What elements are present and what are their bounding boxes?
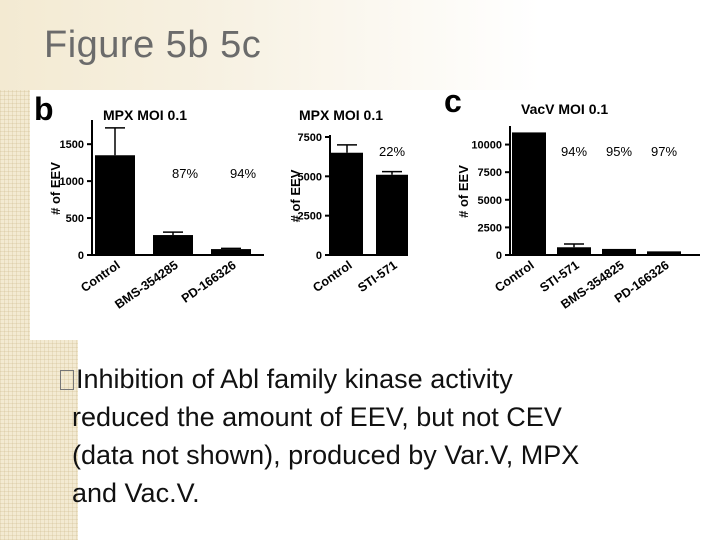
- y-tick-label: 0: [78, 250, 84, 262]
- y-tick-label: 5000: [298, 171, 322, 183]
- y-tick-label: 5000: [478, 195, 502, 207]
- panel-label-b: b: [34, 91, 54, 127]
- bar-2: [153, 235, 193, 255]
- y-tick-label: 0: [496, 250, 502, 262]
- category-label: Control: [492, 258, 536, 295]
- bar-2: [557, 247, 591, 255]
- category-label: Control: [310, 258, 354, 295]
- percent-annotation: 97%: [651, 144, 677, 159]
- category-label: Control: [78, 258, 122, 295]
- bar-1: [512, 132, 546, 255]
- y-tick-label: 7500: [478, 167, 502, 179]
- figure-panel: [30, 90, 720, 340]
- bar-2: [376, 174, 408, 255]
- square-bullet-icon: [60, 370, 74, 390]
- y-axis-label: # of EEV: [48, 162, 63, 215]
- bar-3: [602, 248, 636, 255]
- category-label: PD-166326: [179, 258, 239, 306]
- charts-group: MPX MOI 0.1 0 500 1000 1500 # of EEV Control 87…: [48, 101, 700, 312]
- y-tick-label: 1000: [60, 176, 84, 188]
- slide-title: Figure 5b 5c: [44, 24, 262, 66]
- y-axis-label: # of EEV: [288, 169, 303, 222]
- bar-4: [647, 251, 681, 255]
- bar-1: [95, 155, 135, 255]
- y-axis-label: # of EEV: [456, 165, 471, 218]
- percent-annotation: 87%: [172, 166, 198, 181]
- bullet-line-1: Inhibition of Abl family kinase activity: [76, 364, 513, 394]
- category-label: STI-571: [355, 258, 399, 295]
- y-tick-label: 1500: [60, 139, 84, 151]
- percent-annotation: 22%: [379, 144, 405, 159]
- chart-title: MPX MOI 0.1: [103, 107, 187, 123]
- bar-1: [331, 152, 363, 255]
- y-tick-label: 10000: [471, 140, 502, 152]
- chart-title: MPX MOI 0.1: [299, 107, 383, 123]
- y-tick-label: 0: [316, 250, 322, 262]
- percent-annotation: 94%: [561, 144, 587, 159]
- category-label: BMS-354285: [112, 258, 180, 312]
- percent-annotation: 95%: [606, 144, 632, 159]
- panel-label-c: c: [444, 83, 462, 119]
- bullet-line-2: reduced the amount of EEV, but not CEV: [72, 402, 562, 432]
- decorative-top-band: [0, 0, 720, 90]
- percent-annotation: 94%: [230, 166, 256, 181]
- chart-title: VacV MOI 0.1: [521, 101, 608, 117]
- y-tick-label: 500: [66, 213, 84, 225]
- bullet-line-3: (data not shown), produced by Var.V, MPX: [72, 440, 580, 470]
- bullet-paragraph: Inhibition of Abl family kinase activity…: [60, 360, 700, 512]
- y-tick-label: 2500: [298, 211, 322, 223]
- bar-3: [211, 249, 251, 255]
- y-tick-label: 2500: [478, 222, 502, 234]
- bullet-line-4: and Vac.V.: [72, 478, 200, 508]
- y-tick-label: 7500: [298, 132, 322, 144]
